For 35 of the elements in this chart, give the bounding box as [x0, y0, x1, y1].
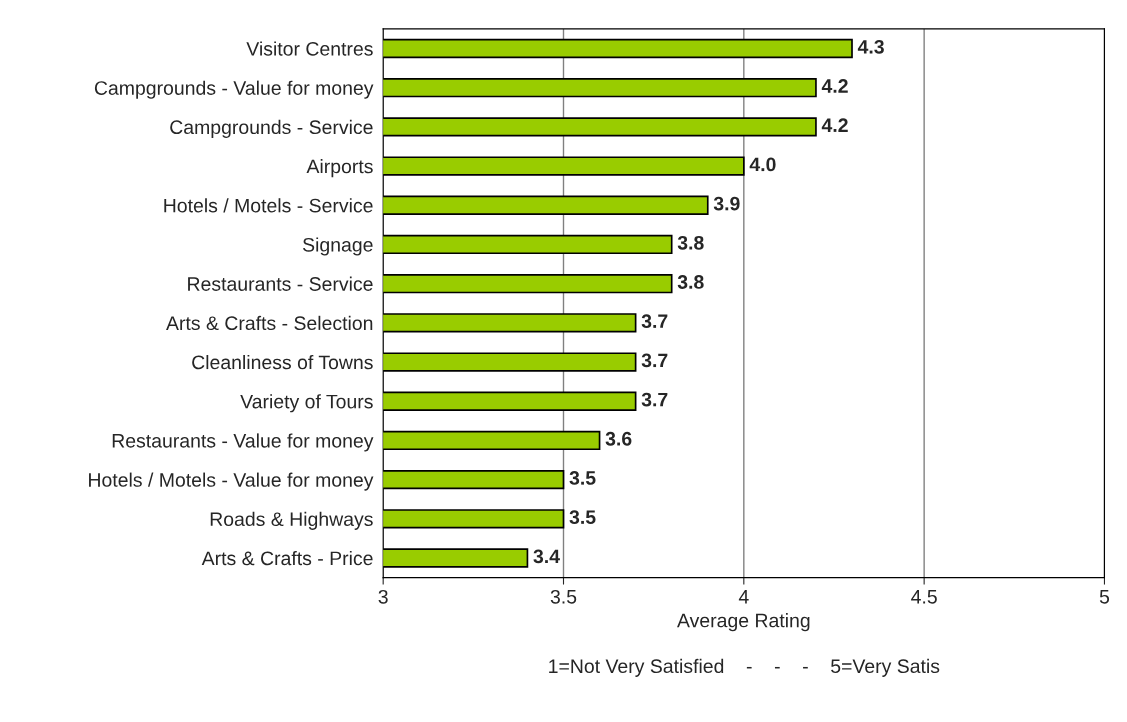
y-tick-label: Campgrounds - Value for money	[94, 80, 374, 99]
y-tick-label: Cleanliness of Towns	[192, 354, 373, 370]
data-label: 3.7	[641, 353, 668, 368]
y-tick-label: Campgrounds - Service	[170, 119, 373, 138]
y-tick-label: Signage	[302, 237, 373, 256]
data-label: 3.7	[641, 392, 668, 407]
data-label: 3.6	[605, 431, 632, 446]
data-label: 3.8	[677, 275, 704, 289]
y-tick-label: Roads & Highways	[210, 511, 373, 530]
y-tick-label: Restaurants - Value for money	[112, 433, 374, 452]
y-tick-label: Hotels / Motels - Service	[164, 198, 373, 213]
x-tick-label: 3.5	[550, 589, 577, 604]
y-tick-label: Arts & Crafts - Selection	[166, 315, 373, 331]
x-axis-title: Average Rating	[677, 613, 810, 632]
y-tick-label: Restaurants - Service	[188, 276, 373, 291]
text: 1=Not Very Satisfied - - - 5=Very Satis	[549, 658, 940, 677]
x-tick-label: 4.5	[911, 590, 937, 604]
data-label: 3.4	[533, 549, 560, 564]
data-label: 3.9	[713, 196, 740, 211]
y-tick-label: Arts & Crafts - Price	[201, 550, 373, 566]
data-label: 3.8	[677, 235, 704, 250]
y-tick-label: Variety of Tours	[240, 394, 373, 413]
y-tick-label: Visitor Centres	[246, 41, 373, 56]
y-tick-label: Airports	[306, 159, 373, 178]
x-tick-label: 5	[1099, 590, 1110, 604]
data-label: 4.2	[821, 79, 848, 93]
y-tick-label: Hotels / Motels - Value for money	[89, 472, 374, 491]
x-tick-label: 3	[378, 589, 388, 604]
data-label: 4.3	[857, 39, 884, 54]
data-label: 4.0	[749, 157, 776, 172]
data-label: 4.2	[821, 118, 848, 132]
data-label: 3.7	[641, 314, 668, 329]
x-tick-label: 4	[738, 590, 749, 604]
data-label: 3.5	[569, 471, 596, 485]
data-label: 3.5	[569, 510, 596, 525]
